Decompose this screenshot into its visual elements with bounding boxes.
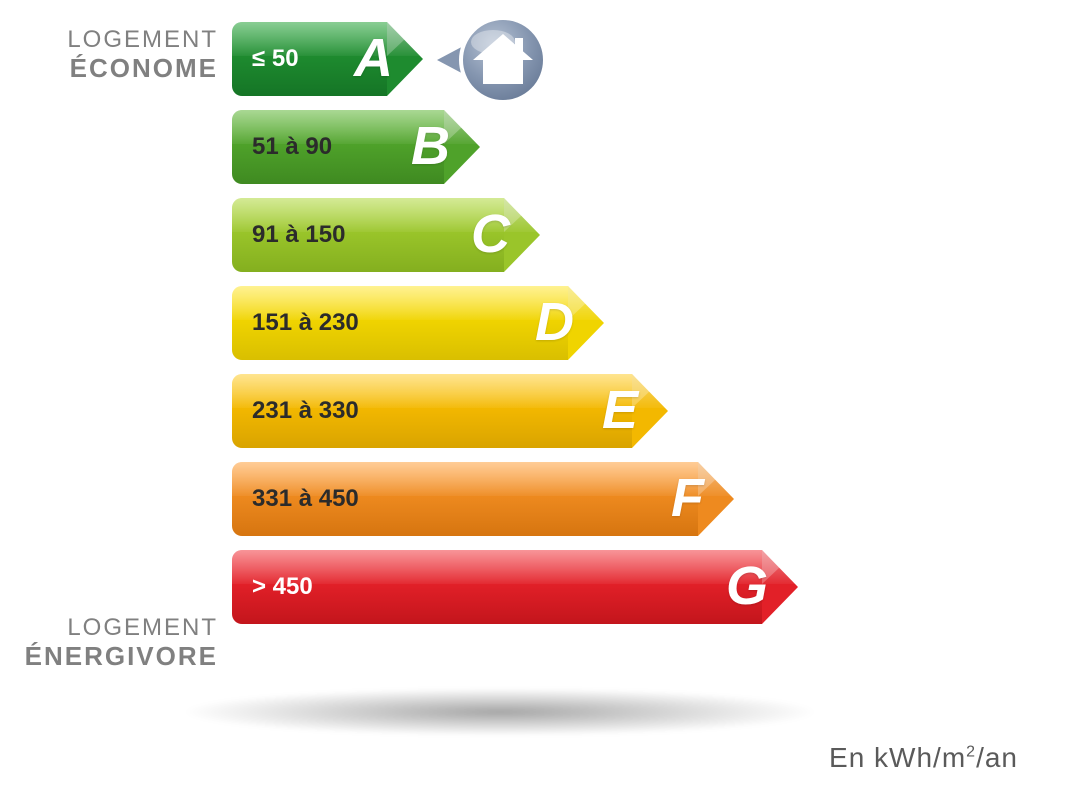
bar-gloss (232, 550, 798, 584)
bar-range-f: 331 à 450 (252, 485, 359, 513)
bar-letter-e: E (602, 379, 638, 441)
bar-range-a: ≤ 50 (252, 45, 299, 73)
bars-container: ≤ 50 A 51 à 90 B 91 à 150 C 151 à 230 D 231 à 33… (232, 22, 762, 638)
bar-row-a: ≤ 50 A (232, 22, 762, 96)
bar-e: 231 à 330E (232, 374, 632, 448)
bar-row-g: > 450G (232, 550, 762, 624)
label-energivore-emph: ÉNERGIVORE (18, 642, 218, 672)
bar-range-c: 91 à 150 (252, 221, 345, 249)
label-econome-emph: ÉCONOME (18, 54, 218, 84)
bar-letter-a: A (354, 27, 393, 89)
bar-range-e: 231 à 330 (252, 397, 359, 425)
energy-label-chart: LOGEMENT ÉCONOME LOGEMENT ÉNERGIVORE ≤ 5… (0, 0, 1078, 800)
bar-letter-c: C (471, 203, 510, 265)
label-energivore-word: LOGEMENT (18, 614, 218, 642)
bar-letter-f: F (671, 467, 704, 529)
label-energivore: LOGEMENT ÉNERGIVORE (18, 614, 218, 671)
bar-row-d: 151 à 230 D (232, 286, 762, 360)
unit-suffix: /an (976, 742, 1018, 773)
bar-row-e: 231 à 330 E (232, 374, 762, 448)
unit-label: En kWh/m2/an (829, 742, 1018, 774)
label-econome-word: LOGEMENT (18, 26, 218, 54)
bar-d: 151 à 230D (232, 286, 568, 360)
label-econome: LOGEMENT ÉCONOME (18, 26, 218, 83)
bar-b: 51 à 90B (232, 110, 444, 184)
bar-range-b: 51 à 90 (252, 133, 332, 161)
unit-exponent: 2 (966, 744, 976, 761)
rating-pointer (437, 12, 547, 108)
bar-range-d: 151 à 230 (252, 309, 359, 337)
bar-letter-d: D (535, 291, 574, 353)
bar-row-c: 91 à 150 C (232, 198, 762, 272)
bar-letter-g: G (726, 555, 768, 617)
bar-a: ≤ 50A (232, 22, 387, 96)
bar-f: 331 à 450F (232, 462, 698, 536)
bar-letter-b: B (411, 115, 450, 177)
bar-row-f: 331 à 450 F (232, 462, 762, 536)
bar-range-g: > 450 (252, 573, 313, 601)
bar-row-b: 51 à 90 B (232, 110, 762, 184)
drop-shadow (180, 688, 820, 736)
bar-g: > 450G (232, 550, 762, 624)
unit-prefix: En kWh/m (829, 742, 966, 773)
bar-c: 91 à 150C (232, 198, 504, 272)
